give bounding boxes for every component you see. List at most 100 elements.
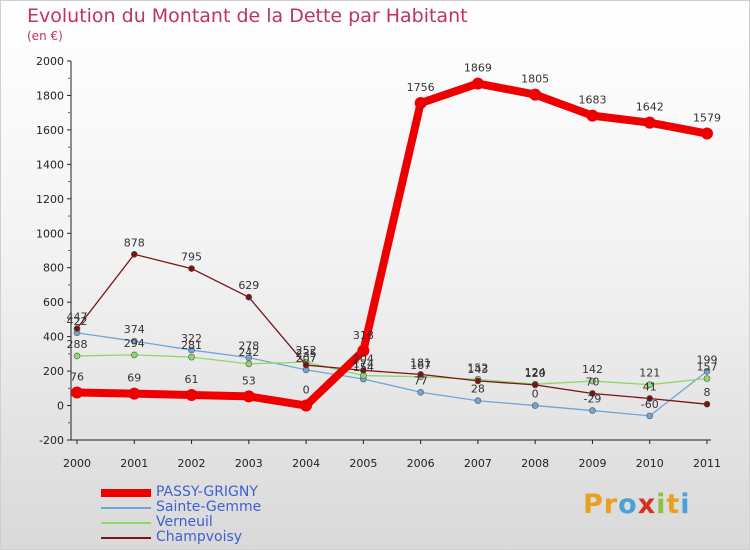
data-point — [646, 412, 654, 420]
data-label-verneuil: 174 — [353, 358, 374, 371]
chart-subtitle: (en €) — [27, 29, 63, 43]
data-label-sainte-gemme: -60 — [641, 398, 659, 411]
data-point — [128, 387, 141, 400]
data-label-sainte-gemme: 154 — [353, 361, 374, 374]
data-label-sainte-gemme: 207 — [296, 352, 317, 365]
series-layer — [71, 77, 713, 420]
data-point — [589, 377, 596, 385]
data-label-champvoisy: 8 — [704, 386, 711, 399]
data-point — [646, 395, 654, 402]
data-label-sainte-gemme: 199 — [697, 353, 718, 366]
x-tick-label: 2009 — [578, 457, 606, 470]
data-point — [701, 127, 713, 140]
legend-swatch — [101, 507, 151, 509]
series-verneuil — [73, 351, 711, 389]
logo-letter: r — [603, 489, 619, 520]
data-label-sainte-gemme: 77 — [414, 374, 428, 387]
x-tick-label: 2003 — [235, 457, 263, 470]
data-label-champvoisy: 235 — [296, 347, 317, 360]
data-point — [417, 371, 424, 378]
data-point — [589, 407, 596, 414]
series-sainte-gemme — [73, 329, 711, 420]
data-point — [471, 77, 484, 90]
data-point — [474, 397, 482, 405]
data-label-champvoisy: 70 — [585, 375, 599, 388]
logo-letter: i — [656, 489, 667, 520]
data-point — [531, 381, 539, 389]
data-label-passy-grigny: 1869 — [464, 62, 492, 75]
legend-item-sainte-gemme: Sainte-Gemme — [101, 500, 321, 515]
data-point — [646, 381, 654, 389]
legend-label: Champvoisy — [156, 529, 243, 545]
y-tick-label: 200 — [43, 365, 64, 378]
data-label-verneuil: 124 — [525, 366, 546, 379]
data-label-passy-grigny: 76 — [70, 370, 84, 383]
data-label-sainte-gemme: 374 — [124, 323, 145, 336]
data-label-champvoisy: 204 — [353, 352, 374, 365]
x-tick-label: 2010 — [636, 457, 664, 470]
data-label-champvoisy: 447 — [67, 311, 88, 324]
data-label-verneuil: 152 — [467, 361, 488, 374]
data-label-passy-grigny: 318 — [353, 329, 374, 342]
data-point — [130, 250, 138, 258]
data-point — [703, 375, 711, 382]
series-line-passy-grigny — [73, 79, 711, 410]
x-tick-label: 2000 — [63, 457, 91, 470]
data-label-verneuil: 142 — [582, 363, 603, 376]
data-point — [417, 388, 424, 396]
axes: -200020040060080010001200140016001800200… — [36, 55, 721, 470]
series-champvoisy — [73, 250, 711, 408]
data-point — [300, 399, 313, 412]
y-tick-label: 1600 — [36, 124, 64, 137]
logo-letter: t — [666, 489, 681, 520]
data-point — [474, 377, 482, 385]
series-line-verneuil — [76, 354, 708, 386]
series-passy-grigny — [71, 77, 713, 412]
y-tick-label: 1000 — [36, 227, 64, 240]
x-tick-label: 2006 — [407, 457, 435, 470]
data-label-sainte-gemme: 422 — [67, 315, 88, 328]
legend-label: Sainte-Gemme — [156, 499, 262, 515]
data-label-champvoisy: 41 — [643, 380, 657, 393]
data-point — [643, 116, 656, 129]
legend: PASSY-GRIGNY Sainte-Gemme Verneuil Champvoi… — [101, 485, 321, 545]
legend-item-passy-grigny: PASSY-GRIGNY — [101, 485, 321, 500]
data-label-passy-grigny: 1642 — [636, 101, 664, 114]
data-label-verneuil: 157 — [697, 360, 718, 373]
data-point — [302, 361, 310, 369]
x-tick-label: 2007 — [464, 457, 492, 470]
legend-label: PASSY-GRIGNY — [156, 484, 258, 500]
data-point — [703, 400, 711, 408]
data-label-verneuil: 242 — [238, 346, 259, 359]
y-tick-label: 1400 — [36, 158, 64, 171]
data-label-passy-grigny: 61 — [185, 373, 199, 386]
data-label-champvoisy: 795 — [181, 251, 202, 264]
data-label-verneuil: 121 — [639, 367, 660, 380]
data-point — [188, 265, 195, 272]
data-label-passy-grigny: 0 — [303, 384, 310, 397]
logo-letter: i — [680, 489, 691, 520]
data-label-passy-grigny: 1579 — [693, 112, 721, 125]
data-label-passy-grigny: 1805 — [521, 73, 549, 86]
data-point — [130, 351, 138, 359]
data-label-verneuil: 281 — [181, 339, 202, 352]
data-label-sainte-gemme: 28 — [471, 383, 485, 396]
data-label-passy-grigny: 1683 — [578, 94, 606, 107]
data-point — [529, 88, 542, 101]
data-point — [130, 337, 138, 345]
data-point — [73, 352, 81, 360]
data-label-passy-grigny: 69 — [127, 372, 141, 385]
data-label-passy-grigny: 1756 — [407, 81, 435, 94]
chart-title: Evolution du Montant de la Dette par Hab… — [27, 5, 468, 27]
data-point — [242, 390, 255, 403]
data-point — [589, 390, 596, 397]
data-label-champvoisy: 629 — [238, 279, 259, 292]
data-point — [71, 386, 83, 399]
logo-letter: P — [583, 489, 604, 520]
legend-swatch — [101, 522, 151, 524]
data-point — [73, 325, 81, 332]
series-line-champvoisy — [76, 253, 708, 405]
data-label-champvoisy: 143 — [467, 363, 488, 376]
